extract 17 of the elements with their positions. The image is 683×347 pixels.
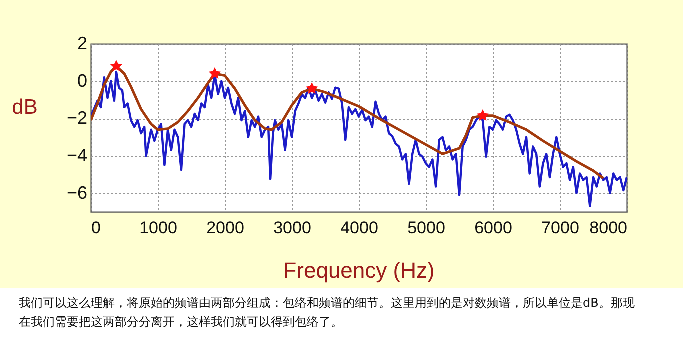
x-tick-label: 5000 (408, 218, 446, 238)
text: 我们可以这么理解，将原始的频谱由两部分组成：包络和频谱的细节。这里用到的是对数频谱，所以单位是dB。那现在我们需要把这两部分分离开，这样我们就可以得到包络了。 (19, 296, 635, 329)
y-tick-label: 2 (77, 34, 88, 54)
x-axis-title: Frequency (Hz) (283, 258, 435, 283)
x-tick-label: 6000 (474, 218, 512, 238)
x-tick-label: 8000 (590, 218, 628, 238)
x-tick-label: 0 (92, 218, 101, 238)
x-tick-label: 3000 (274, 218, 312, 238)
x-tick-label: 1000 (140, 218, 178, 238)
x-tick-label: 4000 (340, 218, 378, 238)
y-axis-title: dB (12, 96, 38, 119)
y-tick-label: −2 (66, 108, 88, 128)
x-tick-label: 2000 (206, 218, 244, 238)
y-tick-label: −6 (66, 182, 88, 203)
x-tick-label: 7000 (542, 218, 580, 238)
y-tick-label: 0 (77, 70, 88, 91)
y-tick-label: −4 (66, 146, 88, 166)
